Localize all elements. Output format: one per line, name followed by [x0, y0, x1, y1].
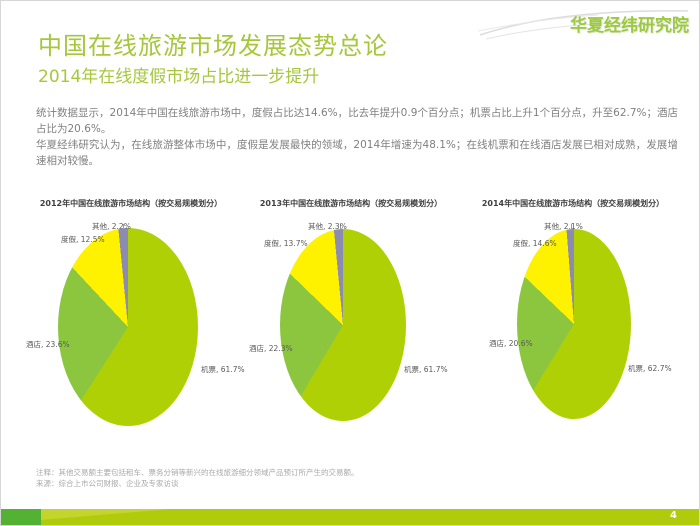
- logo-swoosh-icon: [478, 10, 691, 40]
- bottom-bar-dark-block: [1, 509, 41, 525]
- page-number: 4: [670, 510, 677, 521]
- company-logo: 华夏经纬研究院: [478, 5, 693, 45]
- logo-text: 华夏经纬研究院: [570, 16, 689, 36]
- slice-label-other: 其他, 2.2%: [92, 222, 131, 231]
- footnote-source: 来源：综合上市公司财报、企业及专家访谈: [36, 479, 179, 488]
- pie-chart-2014: 2014年中国在线旅游市场结构（按交易规模划分） 机票, 62.7% 酒店, 2…: [463, 194, 683, 444]
- intro-paragraph-2: 华夏经纬研究认为，在线旅游整体市场中，度假是发展最快的领域，2014年增速为48…: [36, 139, 678, 167]
- chart-title-2013: 2013年中国在线旅游市场结构（按交易规模划分）: [259, 199, 443, 208]
- intro-paragraph-1: 统计数据显示，2014年中国在线旅游市场中，度假占比达14.6%，比去年提升0.…: [36, 107, 678, 135]
- slice-label-flight: 机票, 61.7%: [201, 365, 245, 374]
- bottom-bar-wedge: [41, 509, 171, 520]
- pie-2014: [517, 228, 631, 420]
- bottom-accent-bar: 4: [1, 509, 699, 525]
- slice-label-flight: 机票, 62.7%: [628, 364, 672, 373]
- pie-2012: [58, 228, 198, 426]
- label-leader-line: [123, 224, 124, 229]
- slice-label-other: 其他, 2.3%: [308, 222, 347, 231]
- chart-title-2014: 2014年中国在线旅游市场结构（按交易规模划分）: [481, 199, 665, 208]
- label-leader-line: [340, 224, 341, 229]
- slice-label-vacation: 度假, 14.6%: [513, 239, 557, 248]
- slice-label-hotel: 酒店, 20.6%: [489, 339, 533, 348]
- slice-label-hotel: 酒店, 23.6%: [26, 340, 70, 349]
- pie-chart-2012: 2012年中国在线旅游市场结构（按交易规模划分） 机票, 61.7% 酒店, 2…: [21, 194, 245, 444]
- slice-label-other: 其他, 2.1%: [544, 222, 583, 231]
- intro-text: 统计数据显示，2014年中国在线旅游市场中，度假占比达14.6%，比去年提升0.…: [36, 105, 678, 169]
- slice-label-vacation: 度假, 13.7%: [264, 239, 308, 248]
- chart-title-2012: 2012年中国在线旅游市场结构（按交易规模划分）: [39, 199, 223, 208]
- footnotes: 注释：其他交易额主要包括租车、票务分销等新兴的在线旅游细分领域产品预订所产生的交…: [36, 467, 656, 489]
- slice-label-flight: 机票, 61.7%: [404, 365, 448, 374]
- label-leader-line: [571, 224, 572, 229]
- page-title: 中国在线旅游市场发展态势总论: [38, 32, 388, 60]
- footnote-note: 注释：其他交易额主要包括租车、票务分销等新兴的在线旅游细分领域产品预订所产生的交…: [36, 468, 359, 477]
- slice-label-vacation: 度假, 12.5%: [61, 235, 105, 244]
- pie-2013: [280, 228, 406, 422]
- slice-label-hotel: 酒店, 22.3%: [249, 344, 293, 353]
- page-subtitle: 2014年在线度假市场占比进一步提升: [38, 67, 320, 87]
- pie-chart-2013: 2013年中国在线旅游市场结构（按交易规模划分） 机票, 61.7% 酒店, 2…: [241, 194, 461, 444]
